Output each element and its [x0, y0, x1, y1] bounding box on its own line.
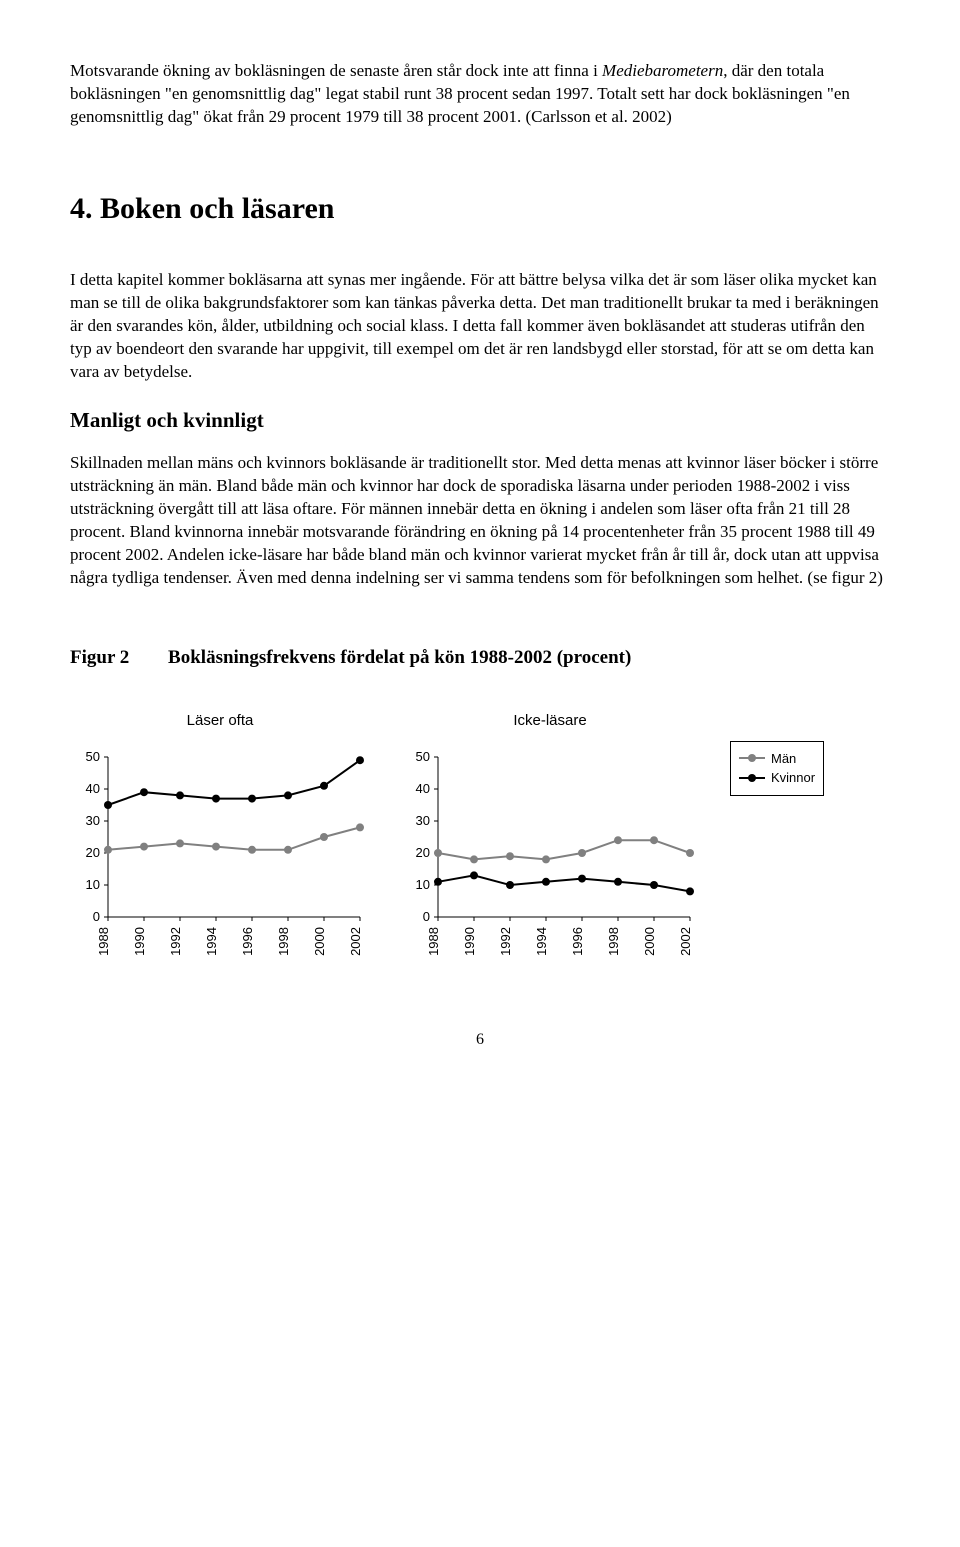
chart-right-block: Icke-läsare 0 10 20 30 40 50 1988 1990 1992 1994 1… [400, 711, 700, 979]
subsection-heading: Manligt och kvinnligt [70, 406, 890, 434]
svg-text:30: 30 [416, 813, 430, 828]
figure-caption: Figur 2 Bokläsningsfrekvens fördelat på … [70, 645, 890, 671]
svg-text:1994: 1994 [204, 927, 219, 956]
legend-item: Kvinnor [739, 769, 815, 787]
svg-text:20: 20 [86, 845, 100, 860]
svg-text:1998: 1998 [276, 927, 291, 956]
svg-text:1998: 1998 [606, 927, 621, 956]
svg-text:1990: 1990 [462, 927, 477, 956]
svg-text:40: 40 [416, 781, 430, 796]
svg-text:20: 20 [416, 845, 430, 860]
section-heading: 4. Boken och läsaren [70, 189, 890, 230]
svg-text:0: 0 [423, 909, 430, 924]
svg-text:0: 0 [93, 909, 100, 924]
svg-text:30: 30 [86, 813, 100, 828]
page-number: 6 [70, 1029, 890, 1051]
paragraph-1: Motsvarande ökning av bokläsningen de se… [70, 60, 890, 129]
svg-text:1990: 1990 [132, 927, 147, 956]
svg-text:1996: 1996 [570, 927, 585, 956]
charts-container: Läser ofta 0 10 20 30 40 50 1988 1990 1992 1994 19… [70, 711, 890, 979]
legend: MänKvinnor [730, 711, 824, 796]
svg-text:1988: 1988 [96, 927, 111, 956]
svg-text:10: 10 [416, 877, 430, 892]
svg-text:2002: 2002 [678, 927, 693, 956]
chart-right: 0 10 20 30 40 50 1988 1990 1992 1994 1996 1998 2000 2… [400, 749, 700, 979]
p1-italic: Mediebarometern [602, 61, 723, 80]
svg-text:2002: 2002 [348, 927, 363, 956]
p2-text: I detta kapitel kommer bokläsarna att sy… [70, 269, 890, 384]
svg-text:1996: 1996 [240, 927, 255, 956]
figure-number: Figur 2 [70, 647, 129, 668]
chart-left-title: Läser ofta [187, 711, 254, 731]
svg-text:1992: 1992 [168, 927, 183, 956]
svg-text:10: 10 [86, 877, 100, 892]
svg-text:50: 50 [86, 749, 100, 764]
p3-text: Skillnaden mellan mäns och kvinnors bokl… [70, 452, 890, 590]
paragraph-2: I detta kapitel kommer bokläsarna att sy… [70, 269, 890, 384]
chart-right-title: Icke-läsare [513, 711, 586, 731]
figure-title: Bokläsningsfrekvens fördelat på kön 1988… [168, 647, 631, 668]
chart-left: 0 10 20 30 40 50 1988 1990 1992 1994 1996 1998 2000 2… [70, 749, 370, 979]
svg-text:1994: 1994 [534, 927, 549, 956]
svg-text:50: 50 [416, 749, 430, 764]
svg-text:2000: 2000 [642, 927, 657, 956]
svg-text:40: 40 [86, 781, 100, 796]
svg-text:1988: 1988 [426, 927, 441, 956]
chart-left-block: Läser ofta 0 10 20 30 40 50 1988 1990 1992 1994 19… [70, 711, 370, 979]
svg-text:1992: 1992 [498, 927, 513, 956]
legend-item: Män [739, 750, 815, 768]
svg-text:2000: 2000 [312, 927, 327, 956]
p1-text-before: Motsvarande ökning av bokläsningen de se… [70, 61, 602, 80]
paragraph-3: Skillnaden mellan mäns och kvinnors bokl… [70, 452, 890, 590]
